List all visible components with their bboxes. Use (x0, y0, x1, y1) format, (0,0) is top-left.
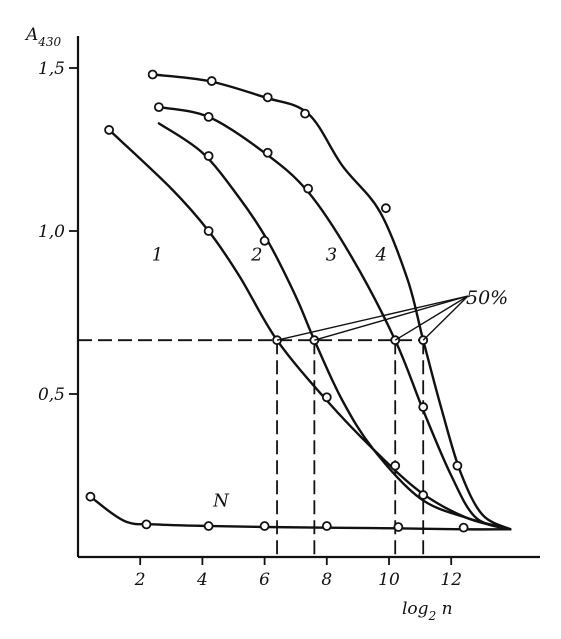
y-tick-label-1,5: 1,5 (38, 59, 65, 79)
callout-line-2 (314, 295, 469, 341)
marker-N-3 (203, 521, 214, 531)
x-axis-title-sub: 2 (428, 609, 437, 623)
marker-2-4 (418, 490, 429, 500)
marker-4-7 (452, 460, 463, 471)
data-markers (85, 69, 469, 533)
y-tick-label-1,0: 1,0 (38, 222, 65, 242)
x-tick-label-6: 6 (259, 570, 270, 590)
curve-label-N: N (212, 490, 230, 511)
curve-label-2: 2 (250, 244, 262, 265)
y-axis-title-main: A (24, 25, 38, 45)
marker-4-5 (380, 203, 391, 214)
marker-4-2 (206, 76, 217, 86)
x-tick-label-2: 2 (134, 570, 146, 590)
marker-N-5 (321, 521, 332, 531)
curve-label-3: 3 (326, 244, 337, 265)
marker-1-5 (390, 460, 401, 471)
y-axis-title: A430 (24, 25, 62, 49)
marker-2-2 (259, 235, 270, 246)
marker-N-1 (85, 491, 96, 502)
axis-ticks: 2 4 6 8 10 120,51,01,5 (38, 59, 462, 590)
marker-4-1 (147, 69, 158, 80)
curve-1 (107, 128, 512, 531)
callout-lines (276, 295, 469, 341)
x-tick-label-12: 12 (440, 570, 462, 590)
x-axis-title: log2 n (402, 599, 453, 623)
curve-N (89, 495, 512, 531)
x-tick-label-4: 4 (196, 570, 208, 590)
axes (76, 36, 540, 559)
marker-3-4 (303, 183, 314, 194)
marker-3-6 (418, 402, 429, 412)
y-axis-title-sub: 430 (37, 35, 61, 49)
callout-line-1 (276, 295, 469, 341)
reference-label: 50% (466, 287, 508, 309)
callout-line-4 (422, 295, 469, 341)
y-tick-label-0,5: 0,5 (38, 385, 65, 405)
marker-1-2 (203, 226, 214, 236)
marker-1-4 (321, 392, 332, 403)
reference-lines (78, 339, 425, 557)
marker-N-4 (259, 521, 270, 531)
curve-3 (157, 105, 512, 531)
curve-labels: 1 2 3 4 N (152, 244, 387, 511)
callout-line-3 (394, 295, 469, 341)
marker-2-1 (203, 151, 214, 161)
marker-N-2 (141, 519, 152, 530)
marker-3-2 (203, 112, 214, 122)
callout: 50% (276, 287, 508, 341)
marker-N-7 (458, 522, 469, 533)
marker-4-3 (262, 92, 273, 103)
x-tick-label-10: 10 (378, 570, 400, 590)
marker-1-1 (104, 125, 114, 135)
x-axis-title-suffix: n (436, 599, 452, 619)
marker-N-6 (393, 522, 404, 532)
marker-4-4 (300, 108, 310, 119)
x-axis-title-main: log (402, 599, 429, 619)
x-tick-label-8: 8 (321, 570, 332, 590)
curve-label-1: 1 (152, 244, 163, 265)
marker-3-3 (262, 147, 273, 158)
marker-3-1 (153, 102, 164, 113)
curve-label-4: 4 (374, 244, 386, 265)
